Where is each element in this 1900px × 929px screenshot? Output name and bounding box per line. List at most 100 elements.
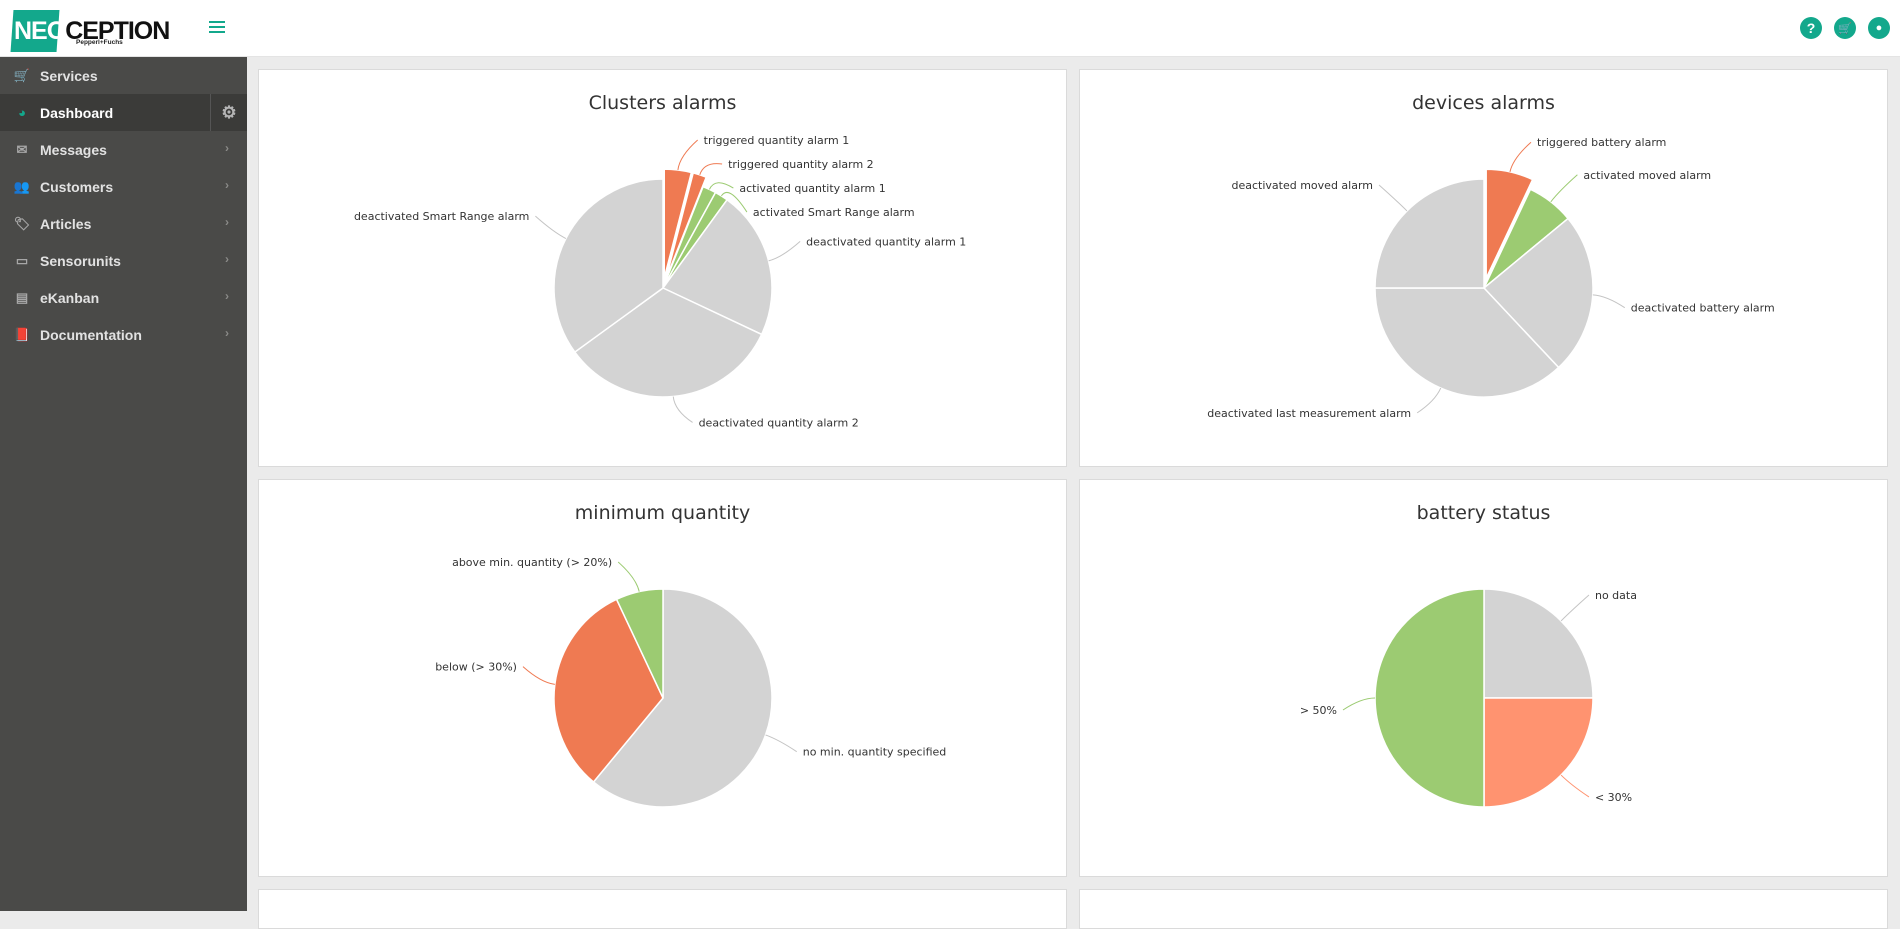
- clusters-alarms-chart: triggered quantity alarm 1 triggered quan…: [354, 134, 966, 429]
- pie-connector-deactivated-quantity-alarm-2: [672, 396, 693, 423]
- pie-connector-no-min-quantity-specified: [765, 734, 798, 753]
- pie-connector-deactivated-moved-alarm: [1378, 184, 1408, 212]
- stack-icon: ▤: [15, 289, 29, 305]
- sidebar-item-label: Articles: [40, 215, 92, 232]
- sidebar-item-label: eKanban: [40, 289, 100, 306]
- next-card-left: [258, 889, 1067, 929]
- pie-label-deactivated-moved-alarm: deactivated moved alarm: [1232, 179, 1374, 192]
- devices-alarms-card: devices alarms triggered battery alarm ac…: [1079, 69, 1888, 467]
- pie-label-no-data: no data: [1595, 589, 1637, 602]
- sidebar-item-label: Documentation: [40, 326, 142, 343]
- pie-label-activated-smart-range-alarm: activated Smart Range alarm: [753, 206, 915, 219]
- minimum-quantity-chart: no min. quantity specified below (> 30%) a…: [435, 556, 947, 808]
- sidebar-item-label: Services: [40, 67, 98, 84]
- sidebar-item-articles[interactable]: 🏷 Articles ›: [0, 205, 247, 242]
- pie-label-below-30: below (> 30%): [435, 661, 517, 674]
- header-actions: ? 🛒 ●: [1800, 17, 1890, 39]
- sidebar-item-services[interactable]: 🛒 Services: [0, 57, 247, 94]
- pie-label-50: > 50%: [1300, 704, 1337, 717]
- pie-slice-no-data[interactable]: [1483, 588, 1594, 699]
- pie-connector-activated-quantity-alarm-1: [708, 182, 734, 190]
- chart-title: devices alarms: [1412, 92, 1555, 114]
- cart-icon: 🛒: [13, 67, 31, 83]
- sidebar-item-ekanban[interactable]: ▤ eKanban ›: [0, 279, 247, 316]
- user-icon[interactable]: ●: [1868, 17, 1890, 39]
- pie-label-deactivated-battery-alarm: deactivated battery alarm: [1631, 302, 1775, 315]
- clusters-alarms-card: Clusters alarms triggered quantity alarm…: [258, 69, 1067, 467]
- pie-label-30: < 30%: [1595, 791, 1632, 804]
- top-bar: NEOCEPTION Pepperl+Fuchs ? 🛒 ●: [0, 0, 1900, 57]
- pie-label-activated-quantity-alarm-1: activated quantity alarm 1: [739, 182, 885, 195]
- sidebar-item-label: Dashboard: [40, 104, 114, 121]
- next-card-right: [1079, 889, 1888, 929]
- pie-label-triggered-battery-alarm: triggered battery alarm: [1537, 136, 1666, 149]
- pie-connector-above-min-quantity-20: [617, 561, 640, 592]
- devices-alarms-chart: triggered battery alarm activated moved a…: [1207, 136, 1775, 420]
- chevron-right-icon: ›: [225, 252, 229, 266]
- pie-connector-below-30: [522, 666, 555, 685]
- pie-slice-triggered-battery-alarm[interactable]: [1485, 168, 1534, 279]
- logo-subtitle: Pepperl+Fuchs: [76, 39, 123, 46]
- pie-label-activated-moved-alarm: activated moved alarm: [1583, 169, 1711, 182]
- pie-label-triggered-quantity-alarm-2: triggered quantity alarm 2: [728, 158, 874, 171]
- pie-slice-deactivated-battery-alarm[interactable]: [1482, 217, 1594, 369]
- pie-connector-deactivated-smart-range-alarm: [535, 215, 567, 239]
- gear-icon[interactable]: ⚙: [210, 94, 247, 131]
- chart-title: battery status: [1416, 502, 1551, 524]
- neoception-logo[interactable]: NEOCEPTION Pepperl+Fuchs: [10, 8, 170, 52]
- chevron-right-icon: ›: [225, 326, 229, 340]
- pie-label-triggered-quantity-alarm-1: triggered quantity alarm 1: [704, 134, 850, 147]
- pie-connector-activated-smart-range-alarm: [720, 192, 748, 213]
- pie-slice-below-30[interactable]: [553, 598, 664, 784]
- pie-label-deactivated-smart-range-alarm: deactivated Smart Range alarm: [354, 210, 529, 223]
- sidebar-item-sensorunits[interactable]: ▭ Sensorunits ›: [0, 242, 247, 279]
- battery-status-chart: no data < 30% > 50%: [1300, 588, 1637, 808]
- cart-icon[interactable]: 🛒: [1834, 17, 1856, 39]
- pie-label-no-min-quantity-specified: no min. quantity specified: [803, 746, 947, 759]
- sidebar-item-customers[interactable]: 👥 Customers ›: [0, 168, 247, 205]
- pie-slice-30[interactable]: [1483, 697, 1594, 808]
- pie-connector-triggered-battery-alarm: [1509, 141, 1532, 172]
- drive-icon: ▭: [15, 252, 29, 268]
- help-icon[interactable]: ?: [1800, 17, 1822, 39]
- chevron-right-icon: ›: [225, 215, 229, 229]
- book-icon: 📕: [13, 326, 31, 342]
- pie-connector-50: [1342, 697, 1376, 711]
- tags-icon: 🏷: [13, 215, 31, 231]
- pie-slice-50[interactable]: [1374, 588, 1485, 808]
- chart-title: minimum quantity: [574, 502, 751, 524]
- logo-wordmark-part1: NEO: [14, 17, 66, 45]
- pie-label-deactivated-quantity-alarm-1: deactivated quantity alarm 1: [806, 235, 966, 248]
- pie-chart-icon: ◕: [18, 105, 26, 120]
- chevron-right-icon: ›: [225, 178, 229, 192]
- pie-label-deactivated-quantity-alarm-2: deactivated quantity alarm 2: [699, 416, 859, 429]
- pie-slice-triggered-quantity-alarm-2[interactable]: [665, 172, 708, 279]
- chevron-right-icon: ›: [225, 289, 229, 303]
- menu-toggle-icon[interactable]: [209, 21, 225, 34]
- pie-connector-30: [1560, 774, 1590, 798]
- logo-wordmark: NEOCEPTION: [14, 17, 170, 46]
- pie-connector-deactivated-battery-alarm: [1592, 294, 1626, 309]
- pie-connector-deactivated-last-measurement-alarm: [1416, 387, 1442, 414]
- users-icon: 👥: [13, 178, 31, 194]
- chart-title: Clusters alarms: [588, 92, 737, 114]
- pie-connector-no-data: [1560, 594, 1590, 622]
- sidebar-item-documentation[interactable]: 📕 Documentation ›: [0, 316, 247, 353]
- sidebar-item-label: Customers: [40, 178, 114, 195]
- logo-wordmark-part2: CEPTION: [65, 17, 170, 45]
- pie-connector-triggered-quantity-alarm-1: [677, 139, 699, 171]
- sidebar-item-dashboard[interactable]: ◕ Dashboard ⚙: [0, 94, 247, 131]
- pie-slice-no-min-quantity-specified[interactable]: [592, 588, 773, 808]
- pie-label-deactivated-last-measurement-alarm: deactivated last measurement alarm: [1207, 407, 1411, 420]
- pie-connector-deactivated-quantity-alarm-1: [768, 241, 801, 262]
- pie-connector-triggered-quantity-alarm-2: [699, 163, 723, 175]
- sidebar-item-label: Messages: [40, 141, 107, 158]
- pie-label-above-min-quantity-20: above min. quantity (> 20%): [452, 556, 612, 569]
- minimum-quantity-card: minimum quantity no min. quantity specif…: [258, 479, 1067, 877]
- sidebar: 🛒 Services ◕ Dashboard ⚙ ✉ Messages › 👥 …: [0, 57, 247, 911]
- pie-slice-deactivated-moved-alarm[interactable]: [1374, 178, 1485, 289]
- envelope-icon: ✉: [16, 141, 28, 157]
- sidebar-item-messages[interactable]: ✉ Messages ›: [0, 131, 247, 168]
- pie-slice-above-min-quantity-20[interactable]: [615, 588, 664, 699]
- chevron-right-icon: ›: [225, 141, 229, 155]
